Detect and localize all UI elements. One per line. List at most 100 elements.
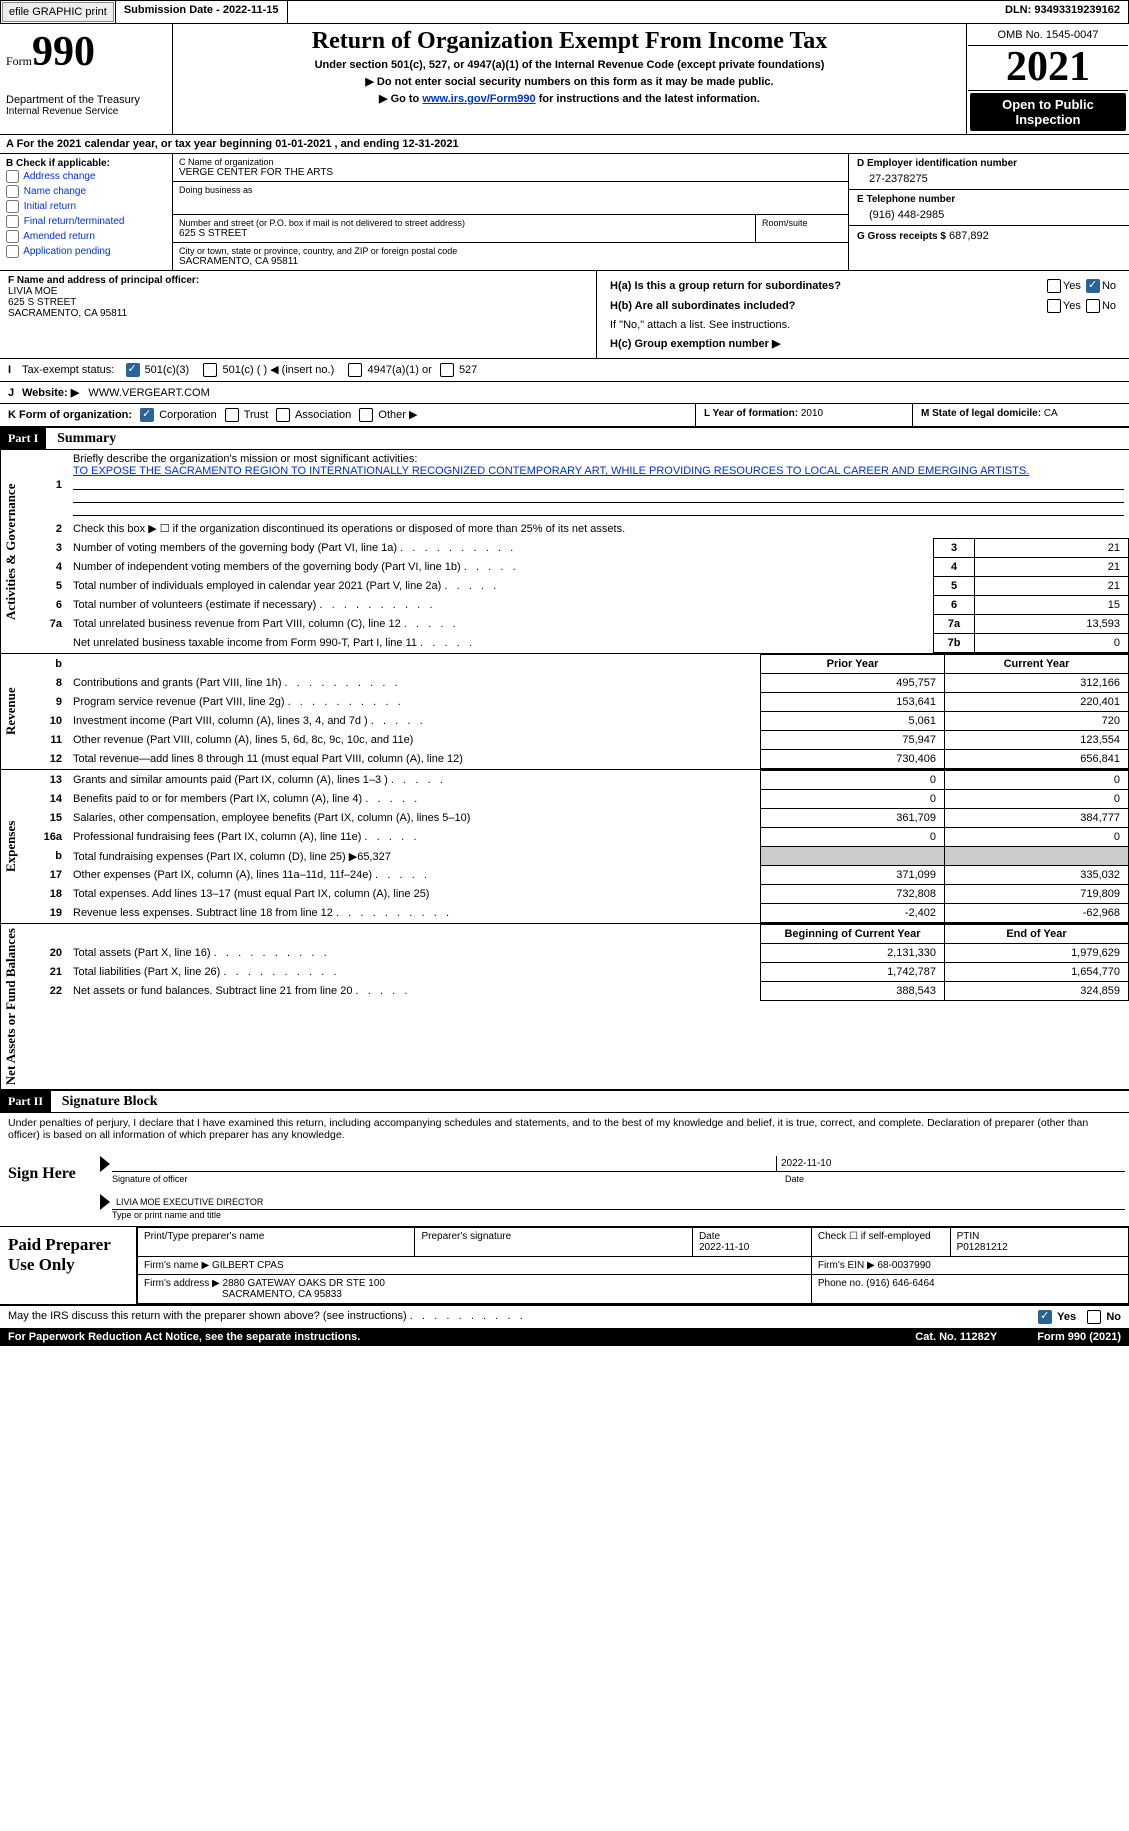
arrow-icon [100,1156,110,1172]
check-trust[interactable] [225,408,239,422]
part-ii-title: Signature Block [54,1094,158,1109]
signature-label: Signature of officer [112,1174,781,1184]
line18-cy: 719,809 [945,885,1129,904]
line22-cy: 324,859 [945,982,1129,1001]
officer-label: F Name and address of principal officer: [8,275,588,286]
vlabel-revenue: Revenue [0,654,29,769]
check-final-return[interactable]: Final return/terminated [6,214,166,229]
line21: Total liabilities (Part X, line 26) [68,963,761,982]
line18: Total expenses. Add lines 13–17 (must eq… [68,885,761,904]
part-i-tag: Part I [0,428,46,449]
dln: DLN: 93493319239162 [997,1,1128,23]
check-other[interactable] [359,408,373,422]
row-j: J Website: ▶ WWW.VERGEART.COM [0,381,1129,403]
check-association[interactable] [276,408,290,422]
website-label: Website: ▶ [22,387,79,399]
omb-number: OMB No. 1545-0047 [968,25,1128,46]
row-l: L Year of formation: 2010 [695,404,912,426]
line8-py: 495,757 [761,674,945,693]
line17-cy: 335,032 [945,866,1129,885]
h-a-no[interactable] [1086,279,1100,293]
efile-print-button[interactable]: efile GRAPHIC print [2,2,114,22]
line1-label: Briefly describe the organization's miss… [73,453,417,465]
box-c: C Name of organization VERGE CENTER FOR … [172,154,848,270]
sign-here-label: Sign Here [0,1145,96,1226]
sign-block: Sign Here 2022-11-10 Signature of office… [0,1145,1129,1227]
line20-py: 2,131,330 [761,944,945,963]
h-b-yes[interactable] [1047,299,1061,313]
box-f: F Name and address of principal officer:… [0,271,597,358]
firm-phone: (916) 646-6464 [866,1278,934,1289]
line11-py: 75,947 [761,731,945,750]
line3: Number of voting members of the governin… [68,539,934,558]
check-initial-return[interactable]: Initial return [6,199,166,214]
line12: Total revenue—add lines 8 through 11 (mu… [68,750,761,769]
sign-date: 2022-11-10 [776,1156,1125,1172]
tax-exempt-label: Tax-exempt status: [22,364,114,376]
line10: Investment income (Part VIII, column (A)… [68,712,761,731]
discuss-yes[interactable] [1038,1310,1052,1324]
open-to-public: Open to Public Inspection [970,93,1126,131]
discuss-no[interactable] [1087,1310,1101,1324]
line16b: Total fundraising expenses (Part IX, col… [68,847,761,866]
line10-cy: 720 [945,712,1129,731]
part-i-title: Summary [49,431,116,446]
line9-py: 153,641 [761,693,945,712]
part-ii-tag: Part II [0,1091,51,1112]
irs-label: Internal Revenue Service [6,106,166,117]
check-4947[interactable] [348,363,362,377]
cat-number: Cat. No. 11282Y [875,1331,1037,1343]
line21-cy: 1,654,770 [945,963,1129,982]
street-value: 625 S STREET [179,228,749,239]
h-a-label: H(a) Is this a group return for subordin… [610,280,841,292]
row-a-calendar-year: A For the 2021 calendar year, or tax yea… [0,135,1129,154]
line16a-cy: 0 [945,828,1129,847]
check-501c3[interactable] [126,363,140,377]
line19-cy: -62,968 [945,904,1129,923]
vlabel-governance: Activities & Governance [0,450,29,653]
box-b: B Check if applicable: Address change Na… [0,154,172,270]
line20: Total assets (Part X, line 16) [68,944,761,963]
check-name-change[interactable]: Name change [6,184,166,199]
preparer-self-employed[interactable]: Check ☐ if self-employed [811,1228,950,1257]
check-amended-return[interactable]: Amended return [6,229,166,244]
line8: Contributions and grants (Part VIII, lin… [68,674,761,693]
vlabel-net-assets: Net Assets or Fund Balances [0,924,29,1089]
check-501c[interactable] [203,363,217,377]
form-number: 990 [32,29,95,75]
officer-name-title: LIVIA MOE EXECUTIVE DIRECTOR [112,1195,1125,1210]
street-label: Number and street (or P.O. box if mail i… [179,218,749,228]
check-527[interactable] [440,363,454,377]
line22: Net assets or fund balances. Subtract li… [68,982,761,1001]
check-application-pending[interactable]: Application pending [6,244,166,259]
line17-py: 371,099 [761,866,945,885]
line14-py: 0 [761,790,945,809]
form-title: Return of Organization Exempt From Incom… [183,28,956,57]
row-k: K Form of organization: Corporation Trus… [0,404,695,426]
row-i: I Tax-exempt status: 501(c)(3) 501(c) ( … [0,358,1129,381]
line8-cy: 312,166 [945,674,1129,693]
box-b-header: B Check if applicable: [6,158,166,169]
h-b-no[interactable] [1086,299,1100,313]
penalty-statement: Under penalties of perjury, I declare th… [0,1113,1129,1145]
irs-link[interactable]: www.irs.gov/Form990 [422,93,535,105]
preparer-name-hdr: Print/Type preparer's name [138,1228,415,1257]
h-a-yes[interactable] [1047,279,1061,293]
city-value: SACRAMENTO, CA 95811 [179,256,842,267]
phone-value: (916) 448-2985 [857,205,1121,221]
subtitle-1: Under section 501(c), 527, or 4947(a)(1)… [183,57,956,73]
check-corporation[interactable] [140,408,154,422]
header-left: Form990 Department of the Treasury Inter… [0,24,173,135]
form-word: Form [6,54,32,68]
officer-name: LIVIA MOE [8,286,588,297]
line16a-py: 0 [761,828,945,847]
dept-treasury: Department of the Treasury [6,76,166,106]
check-address-change[interactable]: Address change [6,169,166,184]
ein-value: 27-2378275 [857,169,1121,185]
line13: Grants and similar amounts paid (Part IX… [68,771,761,790]
prior-year-hdr: Prior Year [761,655,945,674]
line16a: Professional fundraising fees (Part IX, … [68,828,761,847]
line22-py: 388,543 [761,982,945,1001]
line9-cy: 220,401 [945,693,1129,712]
line4-value: 21 [975,558,1129,577]
